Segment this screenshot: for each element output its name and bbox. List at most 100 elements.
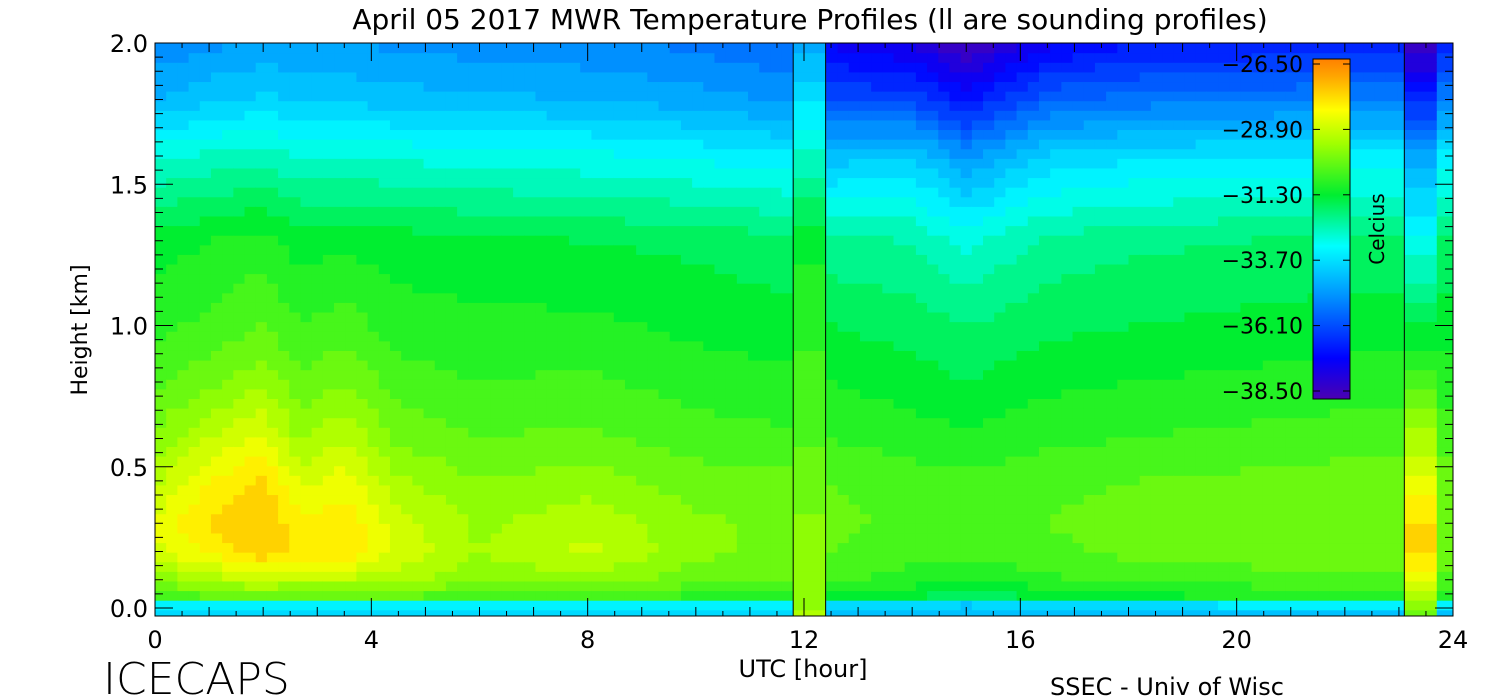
heatmap-cell: [479, 273, 492, 284]
heatmap-cell: [1083, 552, 1096, 563]
heatmap-cell: [759, 71, 772, 83]
heatmap-cell: [994, 580, 1007, 592]
heatmap-cell: [882, 81, 895, 92]
heatmap-cell: [199, 590, 212, 601]
heatmap-cell: [848, 254, 861, 265]
heatmap-cell: [457, 388, 469, 399]
heatmap-cell: [569, 311, 581, 323]
heatmap-cell: [983, 215, 995, 227]
heatmap-cell: [1072, 177, 1085, 188]
heatmap-cell: [837, 523, 850, 534]
heatmap-cell: [938, 407, 951, 419]
heatmap-cell: [445, 590, 458, 601]
heatmap-cell: [736, 379, 749, 390]
heatmap-cell: [311, 340, 324, 351]
heatmap-cell: [983, 263, 995, 275]
heatmap-cell: [859, 119, 872, 131]
heatmap-cell: [434, 110, 447, 121]
heatmap-cell: [557, 283, 570, 294]
heatmap-cell: [367, 283, 380, 294]
heatmap-cell: [546, 110, 559, 121]
heatmap-cell: [412, 542, 425, 553]
heatmap-cell: [983, 43, 995, 54]
heatmap-cell: [613, 465, 626, 476]
heatmap-cell: [199, 456, 212, 467]
heatmap-cell: [927, 571, 939, 582]
heatmap-cell: [859, 340, 872, 351]
heatmap-cell: [770, 580, 783, 592]
heatmap-cell: [871, 571, 883, 582]
heatmap-cell: [166, 407, 178, 419]
heatmap-cell: [748, 263, 760, 275]
heatmap-cell: [882, 167, 895, 179]
heatmap-cell: [837, 167, 850, 179]
heatmap-cell: [1016, 398, 1029, 409]
heatmap-cell: [848, 494, 861, 505]
heatmap-cell: [513, 379, 525, 390]
heatmap-cell: [602, 177, 615, 188]
heatmap-cell: [915, 523, 928, 534]
heatmap-cell: [748, 71, 760, 83]
heatmap-cell: [546, 571, 559, 582]
heatmap-cell: [434, 244, 447, 255]
heatmap-cell: [882, 311, 895, 323]
heatmap-cell: [1083, 600, 1096, 611]
heatmap-cell: [636, 379, 648, 390]
heatmap-cell: [278, 110, 290, 121]
heatmap-cell: [960, 494, 973, 505]
heatmap-cell: [501, 187, 514, 198]
heatmap-cell: [837, 331, 850, 342]
heatmap-cell: [837, 561, 850, 572]
heatmap-cell: [434, 263, 447, 275]
heatmap-cell: [759, 167, 772, 179]
heatmap-cell: [1005, 571, 1018, 582]
heatmap-cell: [177, 139, 190, 150]
heatmap-cell: [904, 513, 917, 524]
heatmap-cell: [557, 52, 570, 63]
heatmap-cell: [893, 446, 906, 457]
heatmap-cell: [580, 311, 592, 323]
heatmap-cell: [389, 167, 402, 179]
heatmap-cell: [322, 71, 335, 83]
heatmap-cell: [345, 187, 358, 198]
heatmap-cell: [725, 456, 738, 467]
heatmap-cell: [490, 436, 503, 448]
heatmap-cell: [255, 436, 268, 448]
heatmap-cell: [278, 62, 290, 73]
heatmap-cell: [669, 571, 682, 582]
heatmap-cell: [580, 407, 592, 419]
heatmap-cell: [166, 81, 178, 92]
heatmap-cell: [770, 177, 783, 188]
heatmap-cell: [770, 465, 783, 476]
heatmap-cell: [289, 427, 302, 438]
heatmap-cell: [781, 465, 794, 476]
heatmap-cell: [692, 513, 704, 524]
heatmap-cell: [759, 110, 772, 121]
heatmap-cell: [859, 139, 872, 150]
heatmap-cell: [389, 292, 402, 303]
heatmap-cell: [345, 379, 358, 390]
heatmap-cell: [334, 465, 346, 476]
heatmap-cell: [345, 475, 358, 486]
heatmap-cell: [1005, 167, 1018, 179]
heatmap-cell: [938, 43, 951, 54]
heatmap-cell: [703, 340, 716, 351]
heatmap-cell: [994, 494, 1007, 505]
heatmap-cell: [994, 254, 1007, 265]
heatmap-cell: [680, 283, 693, 294]
heatmap-cell: [546, 139, 559, 150]
heatmap-cell: [658, 52, 671, 63]
heatmap-cell: [233, 561, 246, 572]
heatmap-cell: [1027, 81, 1040, 92]
heatmap-cell: [658, 81, 671, 92]
heatmap-cell: [501, 436, 514, 448]
heatmap-cell: [445, 302, 458, 313]
heatmap-cell: [1027, 552, 1040, 563]
heatmap-cell: [278, 91, 290, 102]
heatmap-cell: [680, 417, 693, 428]
heatmap-cell: [557, 532, 570, 544]
heatmap-cell: [714, 71, 727, 83]
heatmap-cell: [401, 359, 413, 371]
heatmap-cell: [524, 71, 537, 83]
heatmap-cell: [613, 407, 626, 419]
